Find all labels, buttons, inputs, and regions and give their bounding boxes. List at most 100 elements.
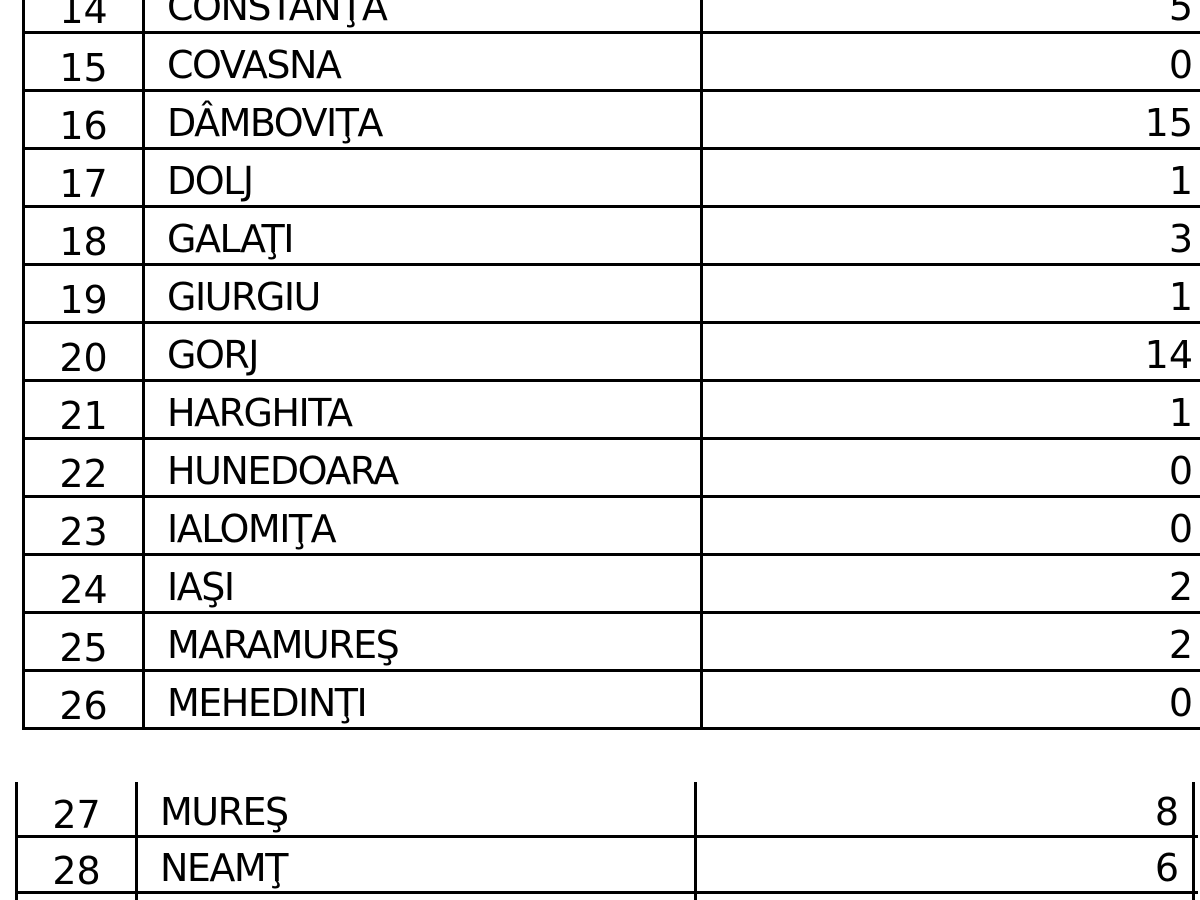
row-number-cell: 16: [25, 92, 145, 147]
row-value: 0: [1168, 42, 1193, 87]
row-number-cell: 18: [25, 208, 145, 263]
table-row: 28 NEAMŢ 6: [18, 838, 1198, 894]
value-cell: 1: [703, 382, 1200, 437]
row-number: 23: [59, 509, 108, 553]
county-name: GORJ: [167, 332, 259, 377]
row-value: 0: [1168, 680, 1193, 725]
county-name: MUREŞ: [160, 789, 289, 834]
county-name: HUNEDOARA: [167, 448, 399, 493]
county-name-cell: MEHEDINŢI: [145, 672, 703, 727]
county-name-cell: IAŞI: [145, 556, 703, 611]
row-value: 0: [1168, 448, 1193, 493]
county-name: DÂMBOVIŢA: [167, 100, 383, 145]
row-value: 15: [1144, 100, 1193, 145]
table-row: 26 MEHEDINŢI 0: [25, 672, 1200, 730]
value-cell: 15: [703, 92, 1200, 147]
row-number: 15: [59, 45, 108, 89]
county-name: HARGHITA: [167, 390, 353, 435]
county-name: IALOMIŢA: [167, 506, 337, 551]
county-name: MEHEDINŢI: [167, 680, 368, 725]
value-cell: 3: [703, 208, 1200, 263]
table-row: 27 MUREŞ 8: [18, 782, 1198, 838]
table-row: 25 MARAMUREŞ 2: [25, 614, 1200, 672]
row-number: 21: [59, 393, 108, 437]
county-name-cell: NEAMŢ: [138, 838, 697, 891]
county-name-cell: [138, 894, 697, 900]
county-name-cell: DÂMBOVIŢA: [145, 92, 703, 147]
row-number: 22: [59, 451, 108, 495]
table-row: 22 HUNEDOARA 0: [25, 440, 1200, 498]
value-cell: 0: [703, 498, 1200, 553]
table-row: 19 GIURGIU 1: [25, 266, 1200, 324]
table-row: 20 GORJ 14: [25, 324, 1200, 382]
county-name-cell: DOLJ: [145, 150, 703, 205]
value-cell: 0: [703, 440, 1200, 495]
county-name-cell: GORJ: [145, 324, 703, 379]
row-number: 24: [59, 567, 108, 611]
row-number-cell: 21: [25, 382, 145, 437]
county-name-cell: COVASNA: [145, 34, 703, 89]
county-name-cell: CONSTANŢA: [145, 0, 703, 31]
table-row-partial: [18, 894, 1198, 900]
value-cell: 0: [703, 672, 1200, 727]
county-name: COVASNA: [167, 42, 342, 87]
row-number-cell: 25: [25, 614, 145, 669]
row-value: 2: [1168, 622, 1193, 667]
row-value: 3: [1168, 216, 1193, 261]
table-row: 18 GALAŢI 3: [25, 208, 1200, 266]
value-cell: 5: [703, 0, 1200, 31]
value-cell: 2: [703, 556, 1200, 611]
value-cell: 1: [703, 150, 1200, 205]
county-name: CONSTANŢA: [167, 0, 388, 29]
row-number: 25: [59, 625, 108, 669]
table-row: 15 COVASNA 0: [25, 34, 1200, 92]
county-name-cell: HUNEDOARA: [145, 440, 703, 495]
value-cell: 0: [703, 34, 1200, 89]
row-number-cell: 22: [25, 440, 145, 495]
value-cell: 14: [703, 324, 1200, 379]
county-name: IAŞI: [167, 564, 235, 609]
row-number-cell: [18, 894, 138, 900]
row-value: 1: [1168, 274, 1193, 319]
table-row: 14 CONSTANŢA 5: [25, 0, 1200, 34]
row-number-cell: 27: [18, 782, 138, 835]
row-value: 14: [1144, 332, 1193, 377]
row-number: 14: [59, 0, 108, 31]
row-number: 19: [59, 277, 108, 321]
row-number-cell: 15: [25, 34, 145, 89]
row-value: 8: [1154, 789, 1179, 834]
county-name-cell: MUREŞ: [138, 782, 697, 835]
county-name-cell: HARGHITA: [145, 382, 703, 437]
table-row: 17 DOLJ 1: [25, 150, 1200, 208]
row-number-cell: 20: [25, 324, 145, 379]
row-number-cell: 24: [25, 556, 145, 611]
value-cell: [697, 894, 1195, 900]
counties-table-lower: 27 MUREŞ 8 28 NEAMŢ 6: [15, 782, 1198, 900]
value-cell: 2: [703, 614, 1200, 669]
county-name: NEAMŢ: [160, 845, 288, 890]
row-value: 0: [1168, 506, 1193, 551]
counties-table-upper: 14 CONSTANŢA 5 15 COVASNA 0 16 DÂMBOVIŢA…: [22, 0, 1200, 730]
row-number-cell: 19: [25, 266, 145, 321]
row-value: 1: [1168, 158, 1193, 203]
table-row: 21 HARGHITA 1: [25, 382, 1200, 440]
county-name: GIURGIU: [167, 274, 321, 319]
row-number-cell: 14: [25, 0, 145, 31]
row-number: 27: [52, 792, 101, 835]
value-cell: 1: [703, 266, 1200, 321]
row-value: 1: [1168, 390, 1193, 435]
row-value: 5: [1168, 0, 1193, 29]
row-value: 6: [1154, 845, 1179, 890]
county-name-cell: GALAŢI: [145, 208, 703, 263]
county-name-cell: MARAMUREŞ: [145, 614, 703, 669]
value-cell: 8: [697, 782, 1195, 835]
row-number: 18: [59, 219, 108, 263]
table-row: 24 IAŞI 2: [25, 556, 1200, 614]
county-name-cell: IALOMIŢA: [145, 498, 703, 553]
row-number-cell: 23: [25, 498, 145, 553]
table-row: 16 DÂMBOVIŢA 15: [25, 92, 1200, 150]
county-name-cell: GIURGIU: [145, 266, 703, 321]
table-row: 23 IALOMIŢA 0: [25, 498, 1200, 556]
row-number: 16: [59, 103, 108, 147]
